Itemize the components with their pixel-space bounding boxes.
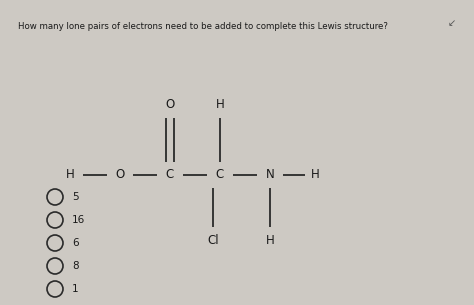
Text: ↙: ↙ <box>448 18 456 28</box>
Text: H: H <box>216 99 224 112</box>
Text: H: H <box>310 168 319 181</box>
Text: O: O <box>115 168 125 181</box>
Text: O: O <box>165 99 174 112</box>
Text: C: C <box>166 168 174 181</box>
Text: 16: 16 <box>72 215 85 225</box>
Text: 1: 1 <box>72 284 79 294</box>
Text: Cl: Cl <box>207 234 219 246</box>
Text: H: H <box>65 168 74 181</box>
Text: H: H <box>265 234 274 246</box>
Text: How many lone pairs of electrons need to be added to complete this Lewis structu: How many lone pairs of electrons need to… <box>18 22 388 31</box>
Text: 6: 6 <box>72 238 79 248</box>
Text: N: N <box>265 168 274 181</box>
Text: C: C <box>216 168 224 181</box>
Text: 5: 5 <box>72 192 79 202</box>
Text: 8: 8 <box>72 261 79 271</box>
